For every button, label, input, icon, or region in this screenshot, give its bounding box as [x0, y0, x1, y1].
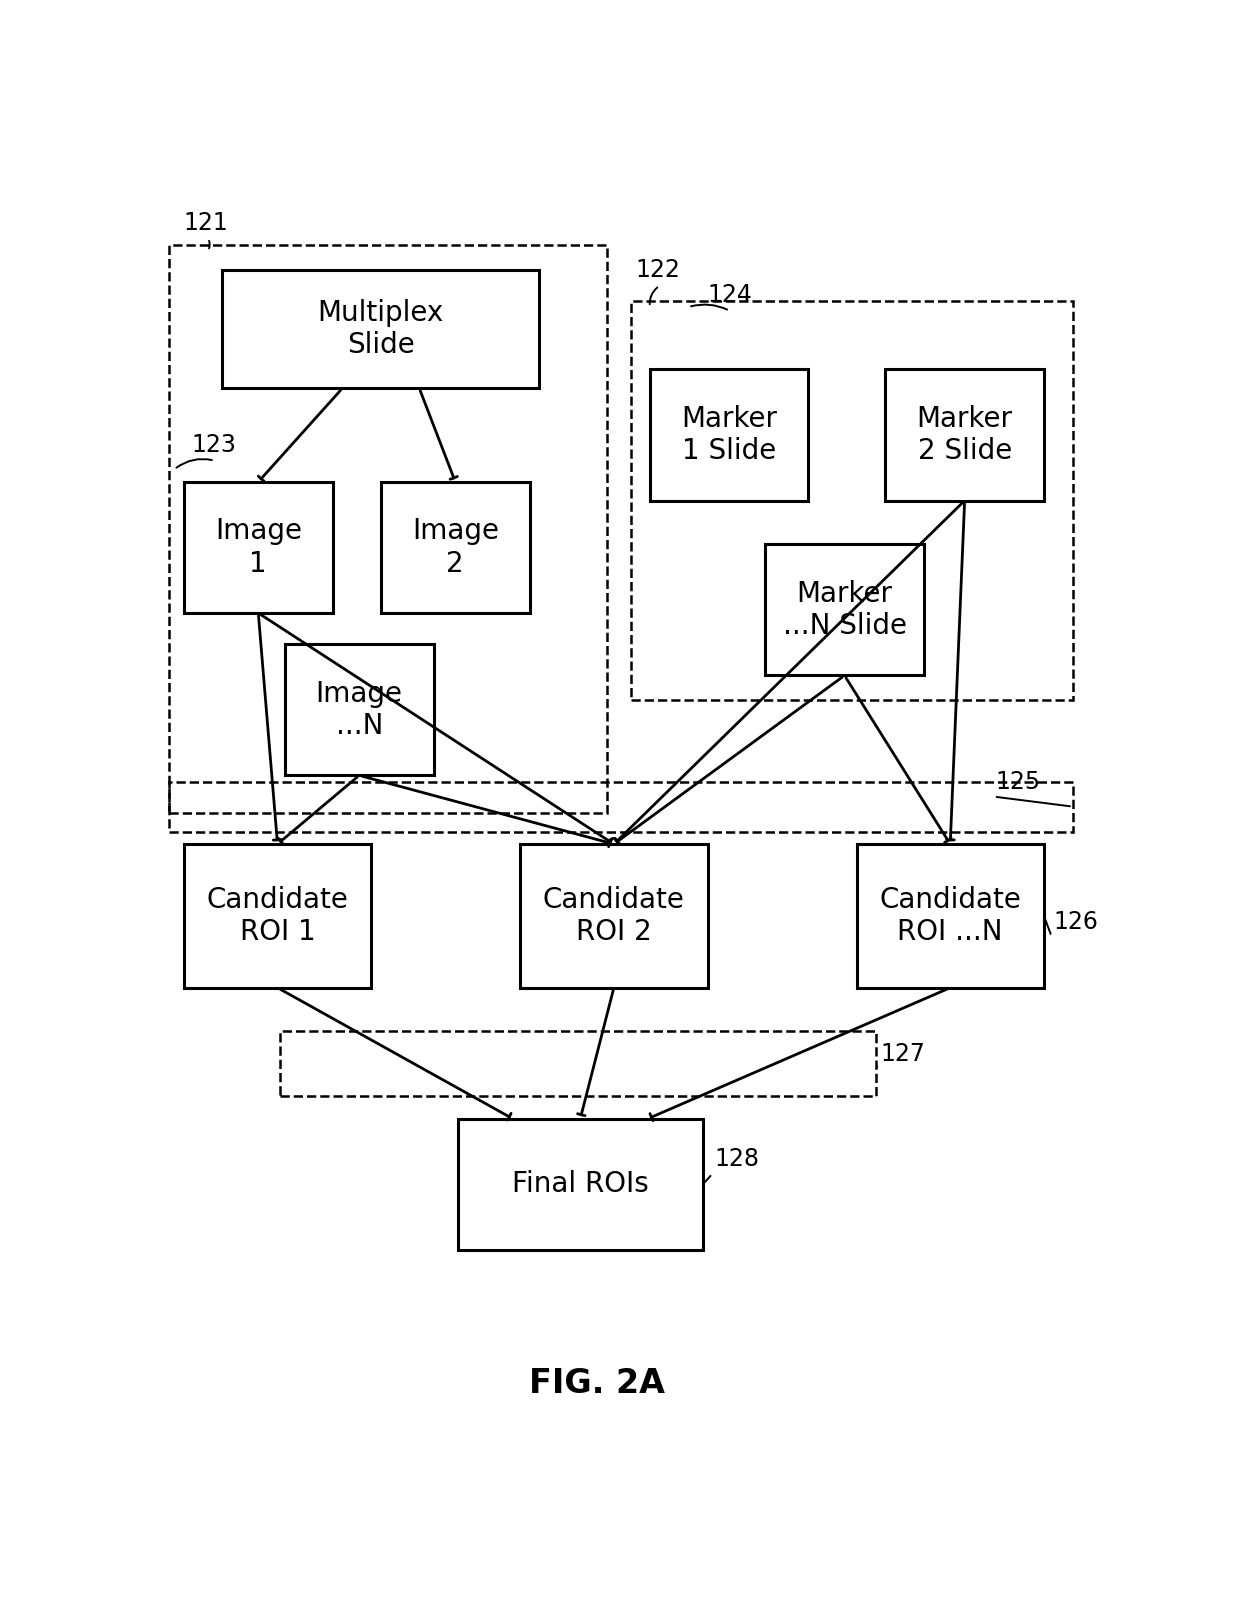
- FancyBboxPatch shape: [521, 843, 708, 988]
- FancyBboxPatch shape: [885, 370, 1044, 501]
- Text: 127: 127: [880, 1043, 925, 1066]
- Text: 123: 123: [191, 433, 237, 457]
- Text: FIG. 2A: FIG. 2A: [529, 1367, 665, 1400]
- Text: 126: 126: [1054, 910, 1099, 934]
- Text: Final ROIs: Final ROIs: [512, 1171, 649, 1199]
- FancyBboxPatch shape: [285, 644, 434, 775]
- Text: Candidate
ROI 2: Candidate ROI 2: [543, 886, 684, 946]
- FancyBboxPatch shape: [381, 482, 529, 613]
- Text: 128: 128: [714, 1147, 759, 1171]
- FancyBboxPatch shape: [857, 843, 1044, 988]
- FancyBboxPatch shape: [650, 370, 808, 501]
- Text: 124: 124: [708, 284, 753, 307]
- Text: Marker
...N Slide: Marker ...N Slide: [782, 579, 906, 641]
- FancyBboxPatch shape: [458, 1119, 703, 1251]
- Text: Image
1: Image 1: [215, 517, 301, 577]
- Text: Candidate
ROI ...N: Candidate ROI ...N: [879, 886, 1022, 946]
- FancyBboxPatch shape: [184, 482, 332, 613]
- Text: Image
...N: Image ...N: [316, 680, 403, 740]
- Text: Candidate
ROI 1: Candidate ROI 1: [207, 886, 348, 946]
- Text: Marker
2 Slide: Marker 2 Slide: [916, 406, 1013, 466]
- Text: Marker
1 Slide: Marker 1 Slide: [681, 406, 777, 466]
- FancyBboxPatch shape: [765, 545, 924, 675]
- Text: 121: 121: [184, 211, 228, 235]
- FancyBboxPatch shape: [222, 269, 539, 388]
- Text: Image
2: Image 2: [412, 517, 498, 577]
- Text: 122: 122: [635, 258, 681, 282]
- Text: 125: 125: [996, 770, 1042, 795]
- FancyBboxPatch shape: [184, 843, 371, 988]
- Text: Multiplex
Slide: Multiplex Slide: [317, 298, 444, 358]
